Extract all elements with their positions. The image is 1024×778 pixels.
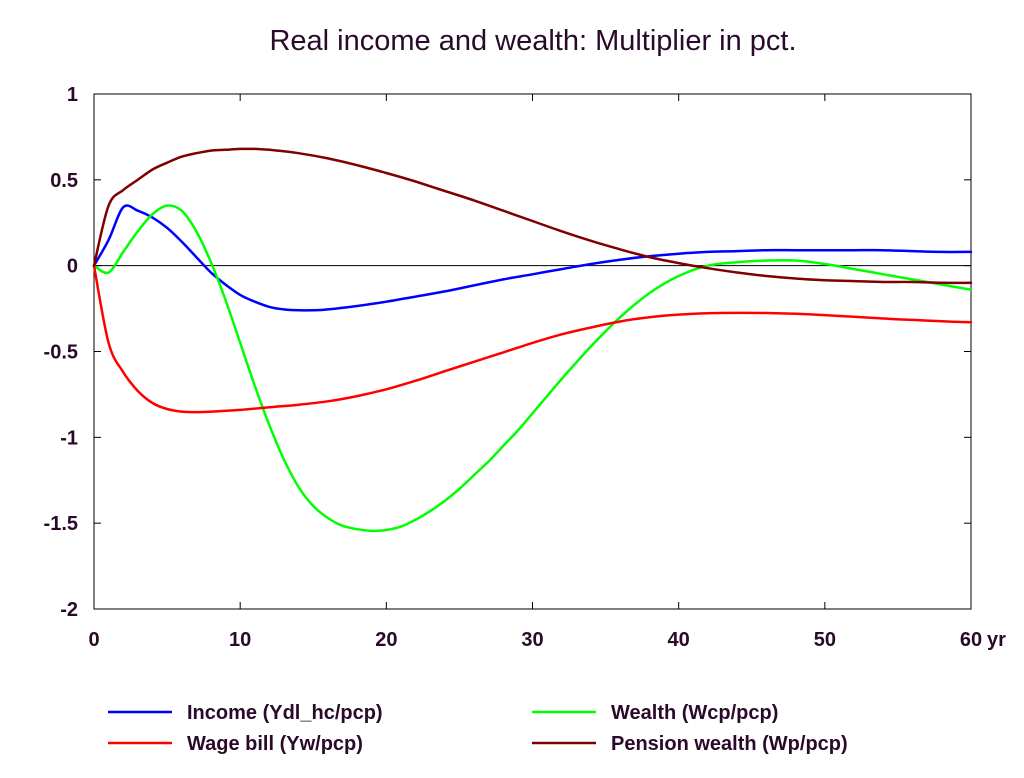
- x-tick-label: 30: [521, 629, 543, 651]
- y-tick-label: 0: [67, 256, 78, 278]
- series-line-3: [92, 264, 973, 414]
- x-tick-label: 0: [88, 629, 99, 651]
- legend-label-4: Pension wealth (Wp/pcp): [611, 733, 848, 755]
- legend-label-1: Income (Ydl_hc/pcp): [187, 702, 383, 724]
- y-tick-label: -0.5: [44, 342, 78, 364]
- x-tick-label: 40: [668, 629, 690, 651]
- series-line-4: [92, 147, 973, 285]
- chart-title: Real income and wealth: Multiplier in pc…: [269, 25, 796, 57]
- legend: Income (Ydl_hc/pcp) Wealth (Wcp/pcp) Wage …: [108, 702, 848, 755]
- y-tick-label: -1: [60, 427, 78, 449]
- x-tick-label: 10: [229, 629, 251, 651]
- series-line-2: [92, 204, 973, 533]
- plot-frame: [93, 93, 972, 610]
- y-tick-label: 0.5: [50, 170, 78, 192]
- series-lines: [92, 147, 973, 533]
- legend-label-2: Wealth (Wcp/pcp): [611, 702, 778, 724]
- x-tick-label: 60: [960, 629, 982, 651]
- x-tick-label: 50: [814, 629, 836, 651]
- legend-label-3: Wage bill (Yw/pcp): [187, 733, 363, 755]
- axis-ticks: 1 0.5 0 -0.5 -1 -1.5 -2 0 10 20 30 40 50 60 yr: [44, 84, 1007, 651]
- y-tick-label: -1.5: [44, 513, 78, 535]
- x-tick-label: 20: [375, 629, 397, 651]
- y-tick-label: 1: [67, 84, 78, 106]
- x-unit-label: yr: [987, 629, 1006, 651]
- y-tick-label: -2: [60, 599, 78, 621]
- series-line-1: [92, 204, 973, 312]
